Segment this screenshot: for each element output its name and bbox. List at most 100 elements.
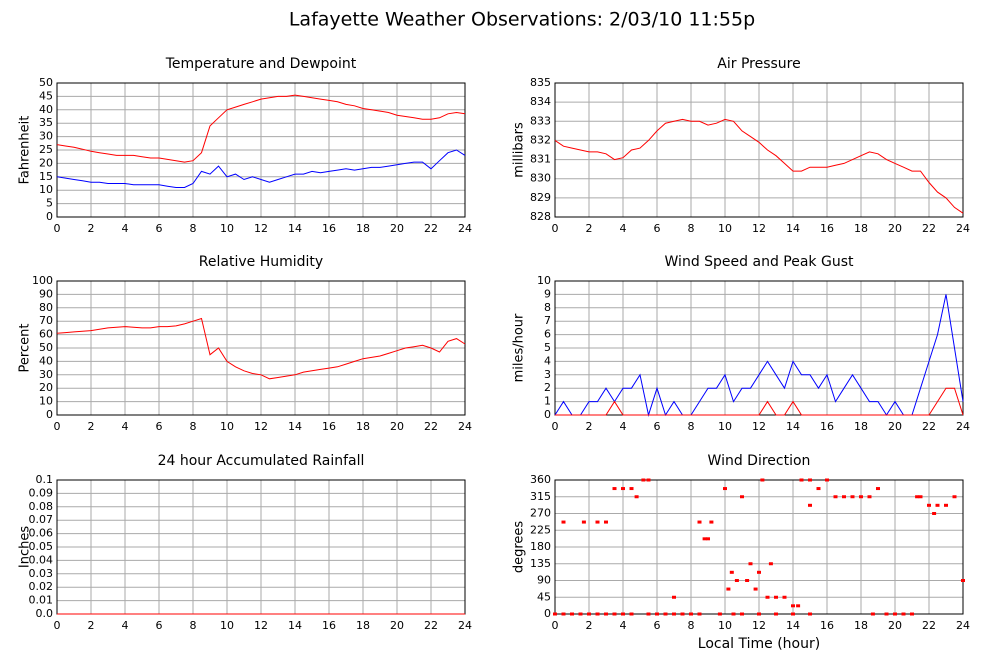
- y-tick-label: 831: [530, 153, 551, 166]
- data-point: [884, 612, 889, 616]
- data-line: [555, 387, 964, 416]
- data-point: [663, 612, 668, 616]
- x-tick-label: 4: [122, 222, 129, 235]
- x-tick-label: 0: [54, 222, 61, 235]
- data-point: [702, 537, 707, 541]
- x-tick-label: 22: [922, 222, 936, 235]
- data-point: [731, 612, 736, 616]
- x-tick-label: 4: [620, 420, 627, 433]
- x-tick-label: 0: [552, 420, 559, 433]
- x-tick-label: 24: [956, 420, 970, 433]
- y-tick-label: 8: [544, 301, 551, 314]
- y-tick-label: 834: [530, 95, 551, 108]
- y-tick-label: 0.06: [29, 527, 54, 540]
- data-point: [578, 612, 583, 616]
- y-tick-label: 15: [39, 170, 53, 183]
- y-tick-label: 5: [544, 341, 551, 354]
- data-point: [782, 595, 787, 599]
- x-tick-label: 20: [888, 222, 902, 235]
- x-tick-label: 8: [688, 420, 695, 433]
- data-point: [595, 612, 600, 616]
- data-point: [729, 570, 734, 574]
- data-point: [757, 612, 761, 616]
- x-tick-label: 8: [190, 619, 197, 632]
- y-tick-label: 10: [39, 183, 53, 196]
- data-point: [867, 495, 872, 499]
- data-line: [554, 118, 964, 214]
- x-tick-label: 4: [122, 619, 129, 632]
- y-tick-label: 40: [39, 354, 53, 367]
- x-tick-label: 2: [88, 619, 95, 632]
- plot-frame: [554, 82, 964, 218]
- x-tick-label: 18: [854, 420, 868, 433]
- y-tick-label: 0.05: [29, 540, 54, 553]
- x-tick-label: 0: [552, 222, 559, 235]
- data-point: [612, 487, 617, 491]
- x-tick-label: 16: [322, 420, 336, 433]
- y-axis-label: Inches: [18, 526, 33, 568]
- x-tick-label: 0: [54, 619, 61, 632]
- data-point: [726, 587, 731, 591]
- data-point: [870, 612, 875, 616]
- x-tick-label: 8: [688, 619, 695, 632]
- y-axis-label: miles/hour: [512, 313, 527, 382]
- data-point: [961, 579, 965, 582]
- data-point: [816, 487, 821, 491]
- data-point: [709, 520, 714, 524]
- data-point: [748, 562, 753, 566]
- x-tick-label: 6: [156, 420, 163, 433]
- x-tick-label: 18: [854, 222, 868, 235]
- x-tick-label: 12: [752, 420, 766, 433]
- data-point: [604, 520, 608, 524]
- x-tick-label: 6: [156, 222, 163, 235]
- y-tick-label: 828: [530, 210, 551, 223]
- data-point: [570, 612, 574, 616]
- x-tick-label: 12: [254, 420, 268, 433]
- x-tick-label: 10: [718, 619, 732, 632]
- x-tick-label: 18: [356, 619, 370, 632]
- data-point: [646, 478, 651, 482]
- data-point: [634, 495, 639, 499]
- data-point: [553, 612, 557, 616]
- data-point: [621, 612, 625, 616]
- data-point: [587, 612, 591, 616]
- y-tick-label: 7: [544, 314, 551, 327]
- x-tick-label: 24: [458, 619, 472, 632]
- data-point: [833, 495, 838, 499]
- x-tick-label: 20: [390, 222, 404, 235]
- data-point: [629, 487, 634, 491]
- data-point: [680, 612, 685, 616]
- page-title: Lafayette Weather Observations: 2/03/10 …: [289, 9, 755, 31]
- y-tick-label: 50: [39, 76, 53, 89]
- data-point: [595, 520, 600, 524]
- data-line: [56, 94, 466, 163]
- x-tick-label: 22: [922, 420, 936, 433]
- data-point: [774, 595, 778, 599]
- data-point: [581, 520, 586, 524]
- data-point: [745, 579, 750, 582]
- data-line: [56, 317, 466, 380]
- panel-title: 24 hour Accumulated Rainfall: [158, 453, 365, 469]
- y-axis-label: degrees: [512, 521, 527, 574]
- x-tick-label: 22: [424, 222, 438, 235]
- y-tick-label: 20: [39, 156, 53, 169]
- y-tick-label: 1: [544, 395, 551, 408]
- y-tick-label: 45: [537, 590, 551, 603]
- y-tick-label: 315: [530, 490, 551, 503]
- panel-title: Wind Speed and Peak Gust: [665, 254, 854, 270]
- x-tick-label: 2: [586, 222, 593, 235]
- y-tick-label: 35: [39, 116, 53, 129]
- y-tick-label: 0.01: [29, 594, 54, 607]
- y-tick-label: 830: [530, 172, 551, 185]
- x-tick-label: 8: [688, 222, 695, 235]
- x-tick-label: 2: [88, 420, 95, 433]
- y-tick-label: 0.03: [29, 567, 54, 580]
- data-point: [774, 612, 778, 616]
- x-tick-label: 16: [322, 222, 336, 235]
- data-point: [604, 612, 608, 616]
- x-tick-label: 12: [752, 222, 766, 235]
- y-tick-label: 0.02: [29, 580, 54, 593]
- x-tick-label: 6: [654, 222, 661, 235]
- y-tick-label: 40: [39, 103, 53, 116]
